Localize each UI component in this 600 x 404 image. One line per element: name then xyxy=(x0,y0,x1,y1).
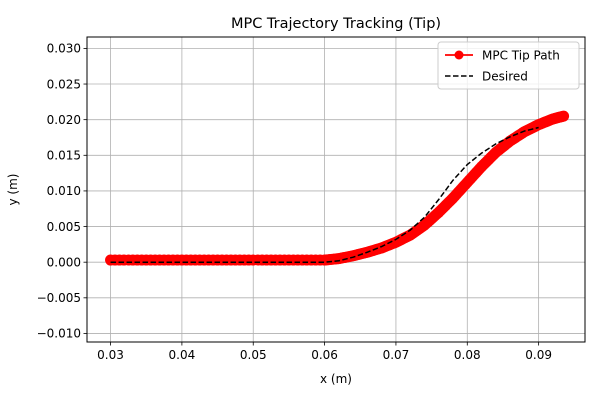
axis-ticks: 0.03 0.04 0.05 0.06 0.07 0.08 0.09 −0.010 −0.005… xyxy=(37,42,552,362)
x-tick-label: 0.03 xyxy=(97,348,124,362)
y-axis-label: y (m) xyxy=(6,174,20,206)
x-tick-label: 0.05 xyxy=(240,348,267,362)
x-tick-label: 0.06 xyxy=(311,348,338,362)
y-tick-label: 0.000 xyxy=(47,255,81,269)
y-tick-label: −0.005 xyxy=(37,291,81,305)
x-tick-label: 0.07 xyxy=(383,348,410,362)
legend: MPC Tip Path Desired xyxy=(437,41,580,90)
y-tick-label: 0.025 xyxy=(47,77,81,91)
x-tick-label: 0.08 xyxy=(454,348,481,362)
legend-label: Desired xyxy=(482,69,528,83)
chart-title: MPC Trajectory Tracking (Tip) xyxy=(231,16,441,32)
y-tick-label: 0.020 xyxy=(47,113,81,127)
y-tick-label: 0.010 xyxy=(47,184,81,198)
y-tick-label: 0.030 xyxy=(47,42,81,56)
legend-marker xyxy=(454,50,464,60)
plot-series xyxy=(105,110,570,266)
x-tick-label: 0.09 xyxy=(525,348,552,362)
plot-frame xyxy=(86,36,586,343)
data-point xyxy=(558,110,570,122)
y-tick-label: 0.015 xyxy=(47,149,81,163)
legend-label: MPC Tip Path xyxy=(482,48,560,62)
legend-box xyxy=(437,41,580,90)
x-axis-label: x (m) xyxy=(320,372,352,386)
y-tick-label: −0.010 xyxy=(37,327,81,341)
y-tick-label: 0.005 xyxy=(47,220,81,234)
series-line-1 xyxy=(110,126,539,263)
x-tick-label: 0.04 xyxy=(169,348,196,362)
